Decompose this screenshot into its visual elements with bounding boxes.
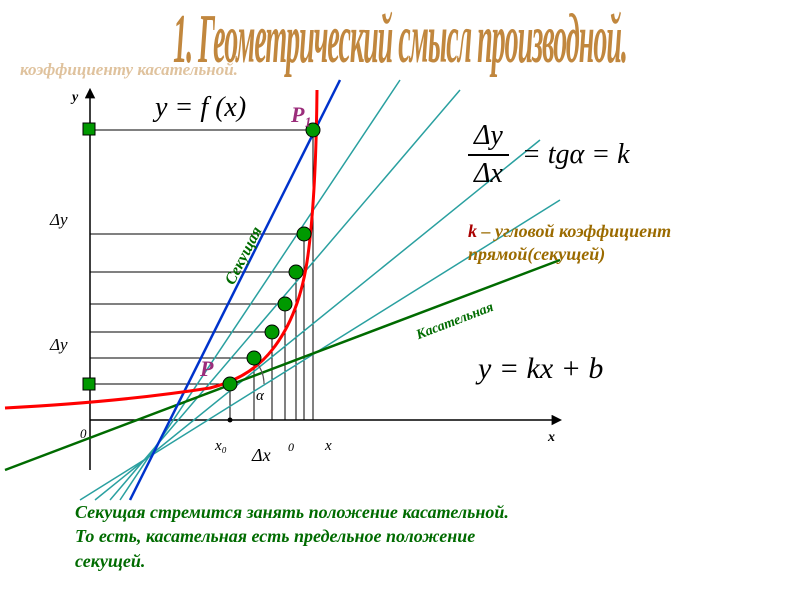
bottom-line-2: То есть, касательная есть предельное пол… (75, 524, 509, 548)
frac-rhs: = tgα = k (522, 139, 630, 170)
alpha-label: α (256, 388, 264, 405)
axis-y-label: у (72, 90, 78, 106)
p1-text: Р₁ (291, 102, 312, 127)
bottom-line-3: секущей. (75, 549, 509, 573)
delta-y-1: Δy (50, 335, 68, 355)
delta-x-big: Δx (252, 445, 271, 466)
k-rest: – угловой коэффициент прямой(секущей) (468, 221, 671, 264)
frac-bot: Δx (468, 156, 509, 190)
k-description: k – угловой коэффициент прямой(секущей) (468, 220, 768, 265)
x-label: x (325, 438, 332, 455)
axis-x-label: х (548, 430, 555, 446)
x0-label: x₀ (215, 438, 227, 455)
formula-yfx: y = f (x) (155, 92, 246, 124)
origin-label: 0 (80, 426, 87, 442)
bottom-line-1: Секущая стремится занять положение касат… (75, 500, 509, 524)
dx0-label: 0 (288, 440, 294, 455)
point-P-label: Р (200, 356, 213, 382)
k-letter: k (468, 221, 477, 241)
point-P1-label: Р₁ (291, 102, 312, 128)
frac-top: Δy (468, 120, 509, 156)
bottom-text: Секущая стремится занять положение касат… (75, 500, 509, 573)
formula-ykxb: y = kx + b (478, 352, 603, 386)
formula-dydx: Δy Δx = tgα = k (468, 120, 630, 190)
delta-y-2: Δy (50, 210, 68, 230)
